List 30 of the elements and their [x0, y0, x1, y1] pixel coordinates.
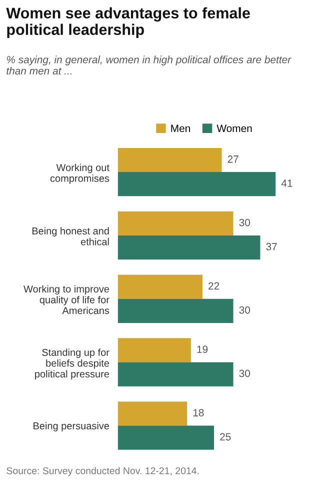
legend-label: Men	[171, 124, 190, 132]
bar	[118, 426, 214, 450]
bar	[118, 338, 191, 362]
y-tick-label: Working out compromises	[50, 164, 110, 184]
y-tick-label: Being persuasive	[34, 422, 110, 432]
data-label: 25	[220, 433, 231, 441]
data-label: 30	[239, 370, 250, 378]
chart-title: Women see advantages to female political leadership	[6, 7, 250, 38]
bar	[118, 211, 234, 236]
chart-subtitle: % saying, in general, women in high political offices are better than men at ...	[6, 56, 292, 75]
data-label: 19	[197, 346, 208, 354]
bar	[118, 148, 222, 172]
data-label: 18	[193, 409, 204, 416]
bar	[118, 274, 202, 299]
data-label: 30	[239, 306, 250, 314]
y-tick-label: Being honest and ethical	[32, 227, 109, 246]
bar	[118, 402, 188, 426]
bar	[118, 172, 276, 196]
y-tick-label: Working to improve quality of life for Americans	[24, 285, 110, 314]
source-note: Source: Survey conducted Nov. 12-21, 2014.	[6, 467, 199, 476]
legend-label: Women	[216, 124, 252, 132]
data-label: 41	[281, 180, 292, 187]
bar	[118, 362, 234, 386]
bar	[118, 235, 260, 260]
data-label: 30	[239, 218, 250, 226]
data-label: 37	[266, 242, 277, 250]
bar	[118, 298, 234, 323]
data-label: 27	[228, 155, 238, 163]
data-label: 22	[208, 282, 220, 290]
y-tick-label: Standing up for beliefs despite political pressure	[35, 348, 110, 380]
